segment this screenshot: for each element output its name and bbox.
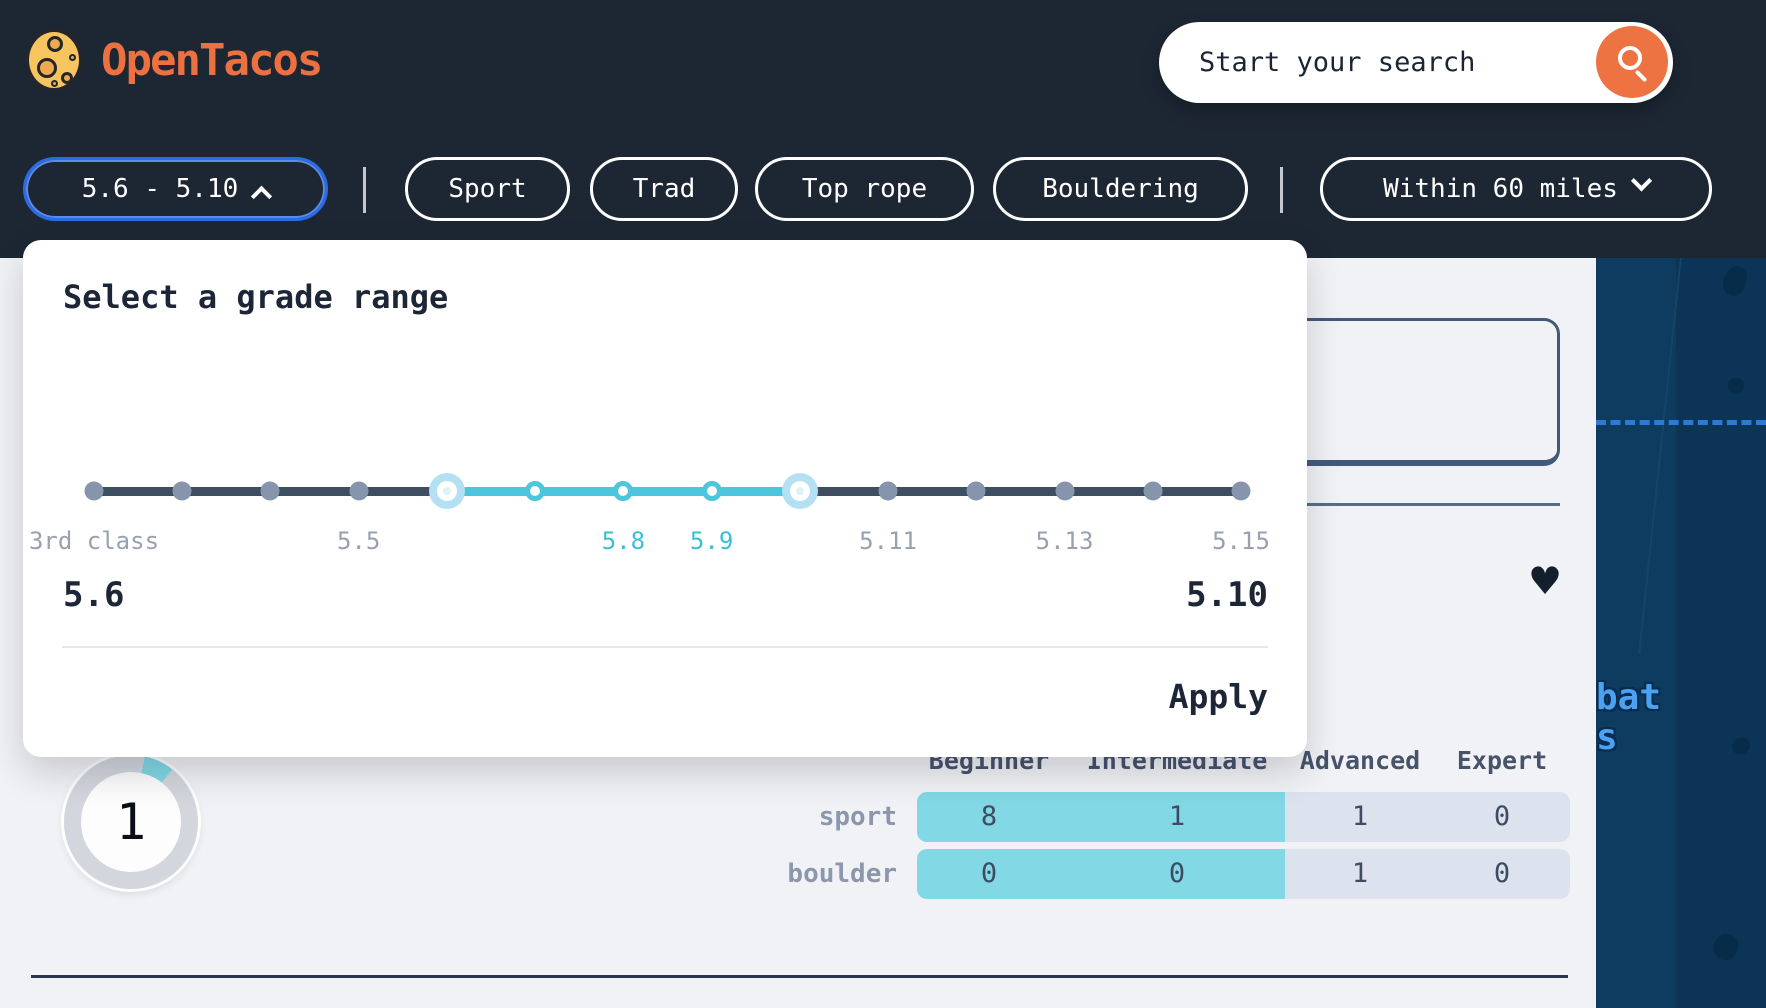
filter-label: Trad <box>632 174 696 204</box>
section-divider <box>31 975 1568 978</box>
chevron-down-icon <box>1630 169 1653 191</box>
slider-handle-max[interactable] <box>781 473 818 509</box>
map-boundary-dashed-line <box>1596 420 1766 425</box>
taco-logo-icon <box>25 28 83 92</box>
row-label-boulder: boulder <box>787 859 897 889</box>
slider-tick-label: 5.11 <box>859 527 917 555</box>
filter-button-sport[interactable]: Sport <box>405 157 570 221</box>
cell-value: 0 <box>1493 858 1511 889</box>
grade-distribution-table: Beginner Intermediate Advanced Expert sp… <box>760 742 1570 922</box>
map-canvas[interactable]: bat s <box>1596 258 1766 1008</box>
map-terrain-region <box>1596 258 1676 1008</box>
column-header: Advanced <box>1299 746 1421 775</box>
top-navbar: OpenTacos 5.6 - 5.10 Sport Trad Top rope <box>0 0 1766 258</box>
selected-max-grade: 5.10 <box>1186 575 1268 615</box>
filter-label: Sport <box>448 174 527 204</box>
slider-tick-label: 5.5 <box>337 527 381 555</box>
map-place-label: bat <box>1596 677 1662 718</box>
cell-value: 1 <box>1168 801 1186 832</box>
slider-stop-dot-in-range <box>701 481 722 501</box>
slider-stop-dot <box>172 481 192 501</box>
filter-label: Top rope <box>801 174 928 204</box>
background-divider <box>1150 503 1560 506</box>
slider-tick-label: 5.9 <box>689 527 734 555</box>
filter-divider <box>1280 167 1283 213</box>
distance-filter-button[interactable]: Within 60 miles <box>1320 157 1712 221</box>
slider-stop-dot <box>1055 481 1075 501</box>
search-bar <box>1159 22 1673 103</box>
filter-button-top-rope[interactable]: Top rope <box>755 157 974 221</box>
column-header: Expert <box>1456 746 1548 775</box>
apply-button[interactable]: Apply <box>1168 677 1268 716</box>
slider-handle-min[interactable] <box>428 473 465 509</box>
cell-value: 1 <box>1351 858 1369 889</box>
table-row: 0 0 1 0 <box>917 849 1570 899</box>
table-row: 8 1 1 0 <box>917 792 1570 842</box>
slider-stop-dot <box>878 481 898 501</box>
slider-stop-dot <box>349 481 369 501</box>
cell-value: 8 <box>980 801 998 832</box>
highlighted-range-bar <box>917 792 1285 842</box>
brand-logo[interactable]: OpenTacos <box>25 28 323 92</box>
slider-stop-dot <box>260 481 280 501</box>
map-terrain-blob <box>1730 735 1752 757</box>
cluster-marker[interactable]: 1 <box>64 755 198 889</box>
grade-range-slider[interactable]: 3rd class 5.5 5.8 5.9 5.11 5.13 5.15 <box>29 443 1270 555</box>
panel-divider <box>62 646 1268 648</box>
filter-button-trad[interactable]: Trad <box>590 157 738 221</box>
slider-stop-dot <box>1143 481 1163 501</box>
slider-stop-dot <box>84 481 104 501</box>
slider-stop-dot-in-range <box>525 481 546 501</box>
favorite-heart-button[interactable]: ♥ <box>1528 559 1563 603</box>
slider-tick-label: 5.8 <box>601 527 646 555</box>
search-icon <box>1618 46 1642 70</box>
cell-value: 0 <box>980 858 998 889</box>
cluster-marker-count: 1 <box>81 772 181 872</box>
brand-name: OpenTacos <box>101 34 323 86</box>
slider-stop-dot <box>1231 481 1251 501</box>
map-terrain-blob <box>1709 929 1743 965</box>
slider-tick-label: 5.15 <box>1212 527 1270 555</box>
slider-stop-dot-in-range <box>613 481 634 501</box>
cell-value: 1 <box>1351 801 1369 832</box>
cell-value: 0 <box>1493 801 1511 832</box>
grade-filter-button[interactable]: 5.6 - 5.10 <box>23 157 328 221</box>
slider-stop-dot <box>966 481 986 501</box>
chevron-up-icon <box>251 185 273 207</box>
slider-tick-label: 5.13 <box>1035 527 1094 555</box>
distance-filter-label: Within 60 miles <box>1383 174 1618 204</box>
row-label-sport: sport <box>818 802 897 832</box>
map-terrain-blob <box>1728 378 1744 394</box>
search-button[interactable] <box>1596 26 1668 98</box>
filter-label: Bouldering <box>1042 174 1199 204</box>
slider-tick-label: 3rd class <box>28 527 160 555</box>
filter-button-bouldering[interactable]: Bouldering <box>993 157 1248 221</box>
grade-range-dropdown: Select a grade range 3rd class 5.5 5.8 5… <box>23 240 1307 757</box>
selected-min-grade: 5.6 <box>63 575 125 615</box>
filter-divider <box>363 167 366 213</box>
filter-bar: 5.6 - 5.10 Sport Trad Top rope Boulderin… <box>23 157 1766 221</box>
cell-value: 0 <box>1168 858 1186 889</box>
grade-filter-label: 5.6 - 5.10 <box>81 174 239 204</box>
highlighted-range-bar <box>917 849 1285 899</box>
map-place-label: s <box>1596 717 1618 758</box>
search-input[interactable] <box>1199 22 1579 103</box>
panel-title: Select a grade range <box>63 278 449 316</box>
